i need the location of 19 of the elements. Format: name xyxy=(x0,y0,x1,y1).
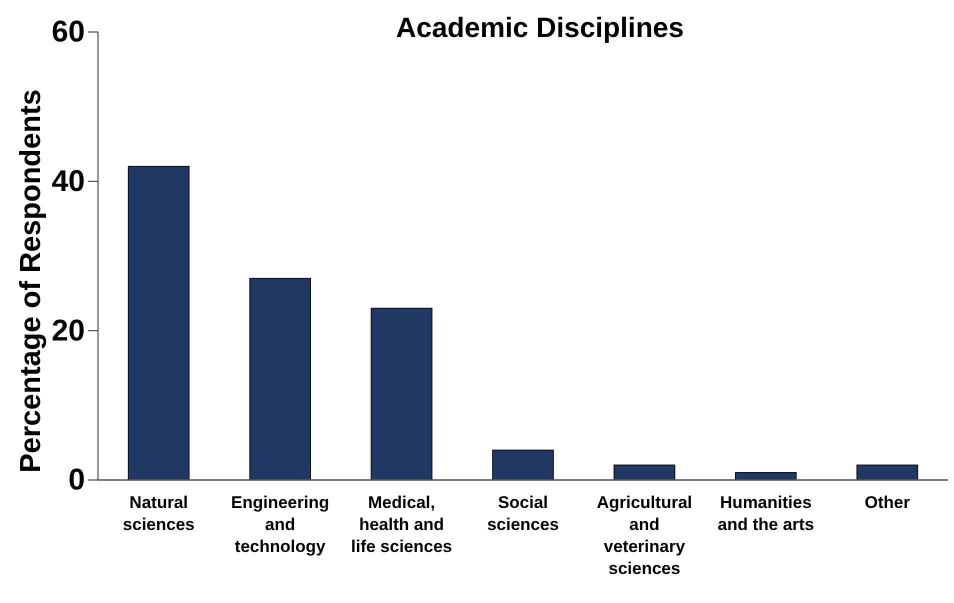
x-tick-label: Engineering and technology xyxy=(231,493,330,556)
y-tick-label: 60 xyxy=(52,16,85,49)
bar xyxy=(249,278,311,480)
chart-title: Academic Disciplines xyxy=(396,12,684,43)
bar xyxy=(128,166,190,480)
bar xyxy=(614,464,676,480)
y-tick-label: 20 xyxy=(52,314,85,348)
x-tick-label: Agricultural and veterinary sciences xyxy=(596,493,692,578)
y-tick-label: 0 xyxy=(68,464,85,497)
bar xyxy=(492,450,554,480)
x-tick-label: Other xyxy=(864,493,910,512)
x-tick-label: Natural sciences xyxy=(122,493,195,534)
x-tick-label: Medical, health and life sciences xyxy=(351,493,452,556)
x-tick-label: Humanities and the arts xyxy=(718,493,814,534)
y-axis-title: Percentage of Respondents xyxy=(15,89,47,473)
bar xyxy=(370,308,432,480)
bar xyxy=(856,464,918,480)
x-tick-label: Social sciences xyxy=(487,493,559,534)
y-tick-label: 40 xyxy=(52,164,85,198)
